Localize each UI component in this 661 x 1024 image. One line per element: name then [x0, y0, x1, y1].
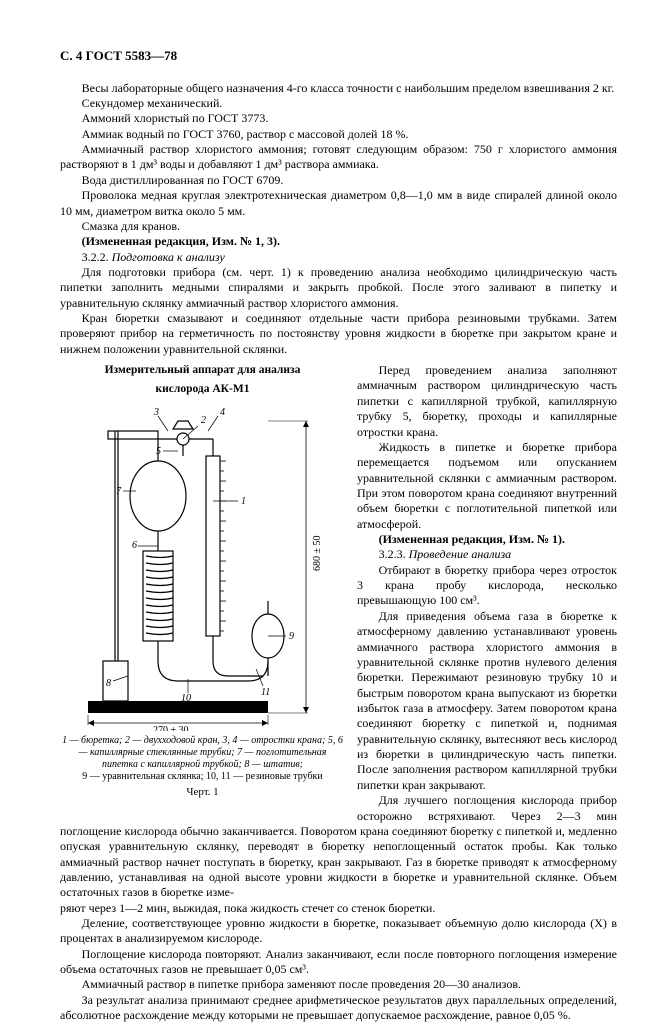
- figure-title-1: Измерительный аппарат для анализа: [60, 363, 345, 378]
- apparatus-diagram: 1 2 3 4 5 6 7 8 9 10 11 680 ± 50 270 ± 3…: [68, 401, 338, 731]
- p-wire: Проволока медная круглая электротехничес…: [60, 188, 617, 219]
- svg-text:10: 10: [181, 693, 191, 704]
- p-prep2: Кран бюретки смазывают и соединяют отдел…: [60, 311, 617, 357]
- fp5b: ряют через 1—2 мин, выжидая, пока жидкос…: [60, 901, 617, 916]
- svg-text:5: 5: [156, 446, 161, 457]
- p-ammonia: Аммиак водный по ГОСТ 3760, раствор с ма…: [60, 127, 617, 142]
- p11: Деление, соответствующее уровню жидкости…: [60, 916, 617, 947]
- p-weights: Весы лабораторные общего назначения 4-го…: [60, 81, 617, 96]
- svg-text:9: 9: [289, 631, 294, 642]
- svg-text:3: 3: [153, 407, 159, 418]
- svg-text:680 ± 50: 680 ± 50: [312, 535, 323, 571]
- svg-text:8: 8: [106, 678, 111, 689]
- figure-apparatus: Измерительный аппарат для анализа кислор…: [60, 363, 345, 810]
- p-grease: Смазка для кранов.: [60, 219, 617, 234]
- figure-number: Черт. 1: [60, 785, 345, 799]
- figure-title-2: кислорода АК-М1: [60, 382, 345, 397]
- figure-caption: 1 — бюретка; 2 — двухходовой кран, 3, 4 …: [60, 735, 345, 783]
- p-prep1: Для подготовки прибора (см. черт. 1) к п…: [60, 265, 617, 311]
- p-solution: Аммиачный раствор хлористого аммония; го…: [60, 142, 617, 173]
- svg-text:2: 2: [201, 415, 206, 426]
- svg-text:270 ± 30: 270 ± 30: [153, 725, 189, 731]
- p-ammonium: Аммоний хлористый по ГОСТ 3773.: [60, 111, 617, 126]
- svg-text:1: 1: [241, 496, 246, 507]
- p14: За результат анализа принимают среднее а…: [60, 993, 617, 1024]
- p13: Аммиачный раствор в пипетке прибора заме…: [60, 977, 617, 992]
- revision-note-1: (Измененная редакция, Изм. № 1, 3).: [60, 234, 617, 249]
- svg-text:7: 7: [116, 486, 122, 497]
- p-stopwatch: Секундомер механический.: [60, 96, 617, 111]
- svg-text:6: 6: [132, 540, 137, 551]
- p-water: Вода дистиллированная по ГОСТ 6709.: [60, 173, 617, 188]
- p12: Поглощение кислорода повторяют. Анализ з…: [60, 947, 617, 978]
- section-3-2-2: 3.2.2. Подготовка к анализу: [60, 250, 617, 265]
- page-header: С. 4 ГОСТ 5583—78: [60, 48, 617, 65]
- svg-text:4: 4: [220, 407, 225, 418]
- svg-text:11: 11: [261, 687, 270, 698]
